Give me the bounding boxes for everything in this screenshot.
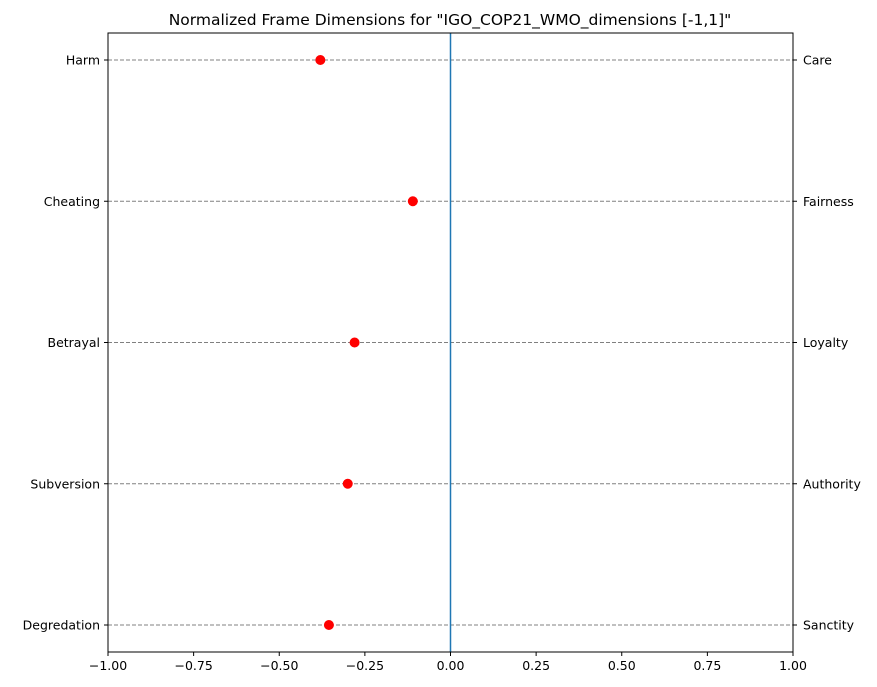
- y-label-left: Degredation: [23, 618, 100, 633]
- data-point: [323, 620, 334, 630]
- left-axis-labels: Harm Cheating Betrayal Subversion Degredatio…: [23, 53, 108, 633]
- x-tick-label: −1.00: [89, 658, 127, 673]
- x-tick-label: −0.75: [174, 658, 212, 673]
- y-label-left: Harm: [66, 53, 100, 68]
- chart-title: Normalized Frame Dimensions for "IGO_COP…: [169, 11, 732, 30]
- x-axis: −1.00 −0.75 −0.50 −0.25 0.00 0.25 0.50 0.75 1.00: [89, 652, 807, 673]
- data-point: [342, 478, 353, 489]
- y-label-right: Fairness: [803, 194, 854, 209]
- data-point: [315, 55, 326, 65]
- y-label-left: Betrayal: [48, 335, 101, 350]
- data-points: [315, 55, 418, 630]
- x-tick-label: −0.25: [346, 658, 384, 673]
- y-label-left: Cheating: [44, 194, 100, 209]
- x-tick-label: 0.50: [608, 658, 636, 673]
- y-label-right: Loyalty: [803, 335, 849, 350]
- y-label-right: Authority: [803, 476, 861, 491]
- data-point: [407, 196, 418, 207]
- x-tick-label: 1.00: [779, 658, 807, 673]
- y-label-right: Care: [803, 53, 832, 68]
- right-axis-labels: Care Fairness Loyalty Authority Sanctity: [793, 53, 861, 633]
- y-label-right: Sanctity: [803, 618, 855, 633]
- data-point: [349, 337, 360, 348]
- x-tick-label: −0.50: [260, 658, 298, 673]
- x-tick-label: 0.25: [522, 658, 550, 673]
- x-tick-label: 0.75: [693, 658, 721, 673]
- x-tick-label: 0.00: [437, 658, 465, 673]
- y-label-left: Subversion: [30, 476, 100, 491]
